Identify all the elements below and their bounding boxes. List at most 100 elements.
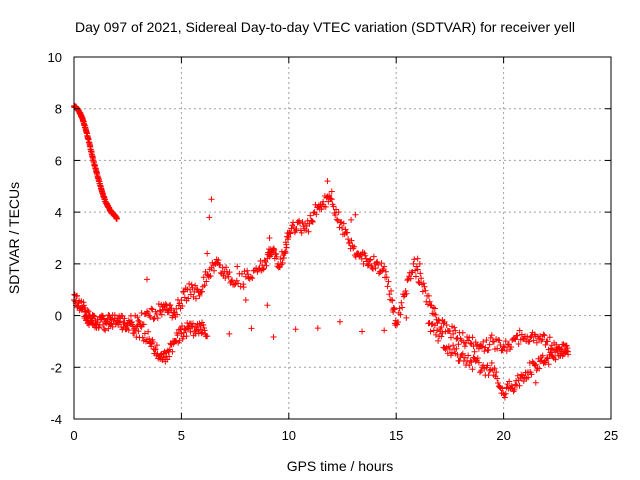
- data-point: [399, 304, 406, 311]
- data-point: [185, 295, 192, 302]
- data-point: [468, 359, 475, 366]
- data-point: [472, 358, 479, 365]
- data-point: [560, 341, 567, 348]
- data-point: [183, 333, 190, 340]
- data-point: [208, 196, 215, 203]
- data-point: [107, 315, 114, 322]
- data-point: [370, 266, 377, 273]
- data-point: [514, 332, 521, 339]
- data-point: [459, 350, 466, 357]
- data-point: [518, 331, 525, 338]
- data-point: [494, 345, 501, 352]
- data-point: [449, 349, 456, 356]
- data-point: [148, 340, 155, 347]
- data-point: [525, 374, 532, 381]
- data-point: [488, 359, 495, 366]
- x-tick-label: 10: [282, 428, 296, 443]
- data-point: [206, 214, 213, 221]
- data-point: [550, 353, 557, 360]
- data-point: [307, 212, 314, 219]
- data-point: [86, 322, 93, 329]
- data-point: [496, 337, 503, 344]
- data-point: [486, 367, 493, 374]
- data-point: [556, 352, 563, 359]
- data-point: [453, 345, 460, 352]
- data-point: [203, 278, 210, 285]
- data-point: [436, 317, 443, 324]
- data-point: [112, 321, 119, 328]
- data-point: [283, 244, 290, 251]
- data-point: [340, 220, 347, 227]
- data-point: [181, 294, 188, 301]
- data-point: [478, 342, 485, 349]
- data-point: [192, 282, 199, 289]
- data-point: [383, 274, 390, 281]
- data-point: [231, 281, 238, 288]
- data-point: [320, 198, 327, 205]
- data-point: [421, 283, 428, 290]
- data-point: [516, 382, 523, 389]
- data-point: [474, 355, 481, 362]
- data-point: [491, 365, 498, 372]
- data-point: [199, 288, 206, 295]
- data-point: [402, 288, 409, 295]
- data-point: [158, 311, 165, 318]
- data-point: [469, 334, 476, 341]
- data-point: [511, 386, 518, 393]
- data-point: [445, 343, 452, 350]
- grid: [74, 57, 611, 419]
- data-point: [125, 327, 132, 334]
- data-point: [516, 327, 523, 334]
- data-point: [467, 340, 474, 347]
- data-point: [249, 275, 256, 282]
- data-point: [250, 267, 257, 274]
- data-point: [332, 211, 339, 218]
- data-point: [328, 188, 335, 195]
- data-point: [431, 305, 438, 312]
- data-point: [244, 271, 251, 278]
- data-point: [470, 354, 477, 361]
- data-point: [441, 318, 448, 325]
- data-point: [351, 243, 358, 250]
- data-point: [226, 330, 233, 337]
- y-tick-label: 4: [55, 205, 62, 220]
- data-point: [539, 352, 546, 359]
- data-point: [434, 327, 441, 334]
- data-point: [411, 256, 418, 263]
- data-point: [207, 272, 214, 279]
- data-point: [532, 379, 539, 386]
- data-point: [427, 328, 434, 335]
- data-point: [493, 369, 500, 376]
- data-point: [498, 347, 505, 354]
- data-point: [480, 338, 487, 345]
- data-point: [248, 325, 255, 332]
- data-point: [397, 311, 404, 318]
- data-point: [418, 275, 425, 282]
- data-point: [168, 305, 175, 312]
- data-point: [84, 307, 91, 314]
- data-point: [260, 266, 267, 273]
- data-point: [241, 268, 248, 275]
- data-point: [526, 338, 533, 345]
- data-point: [546, 334, 553, 341]
- data-point: [99, 313, 106, 320]
- data-point: [196, 292, 203, 299]
- data-point: [270, 333, 277, 340]
- data-point: [564, 345, 571, 352]
- data-point: [381, 327, 388, 334]
- data-point: [226, 269, 233, 276]
- y-tick-label: 6: [55, 153, 62, 168]
- x-tick-label: 15: [389, 428, 403, 443]
- x-tick-label: 20: [496, 428, 510, 443]
- data-point: [133, 323, 140, 330]
- data-point: [475, 359, 482, 366]
- data-point: [415, 278, 422, 285]
- data-point: [242, 297, 249, 304]
- data-point: [233, 277, 240, 284]
- data-point: [151, 346, 158, 353]
- data-point: [189, 320, 196, 327]
- data-point: [501, 344, 508, 351]
- data-point: [540, 331, 547, 338]
- data-point: [310, 209, 317, 216]
- data-point: [313, 211, 320, 218]
